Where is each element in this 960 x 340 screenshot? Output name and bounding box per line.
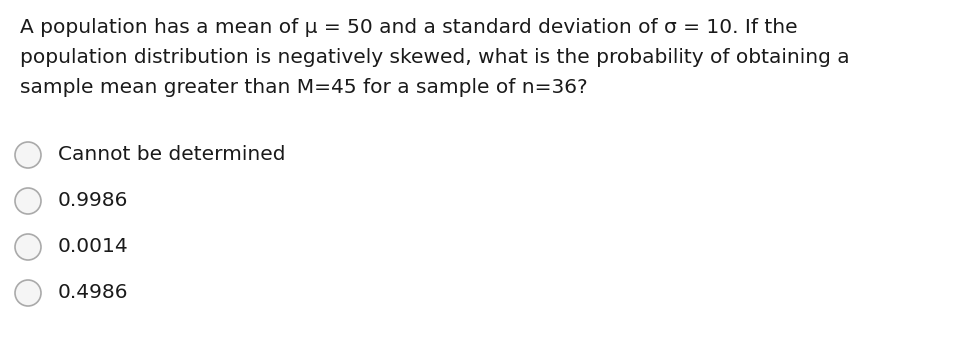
- Text: sample mean greater than M=45 for a sample of n=36?: sample mean greater than M=45 for a samp…: [20, 78, 588, 97]
- Ellipse shape: [15, 234, 41, 260]
- Text: Cannot be determined: Cannot be determined: [58, 146, 285, 165]
- Text: 0.0014: 0.0014: [58, 238, 129, 256]
- Ellipse shape: [15, 280, 41, 306]
- Text: population distribution is negatively skewed, what is the probability of obtaini: population distribution is negatively sk…: [20, 48, 850, 67]
- Text: 0.9986: 0.9986: [58, 191, 129, 210]
- Text: 0.4986: 0.4986: [58, 284, 129, 303]
- Ellipse shape: [15, 188, 41, 214]
- Ellipse shape: [15, 142, 41, 168]
- Text: A population has a mean of μ = 50 and a standard deviation of σ = 10. If the: A population has a mean of μ = 50 and a …: [20, 18, 798, 37]
